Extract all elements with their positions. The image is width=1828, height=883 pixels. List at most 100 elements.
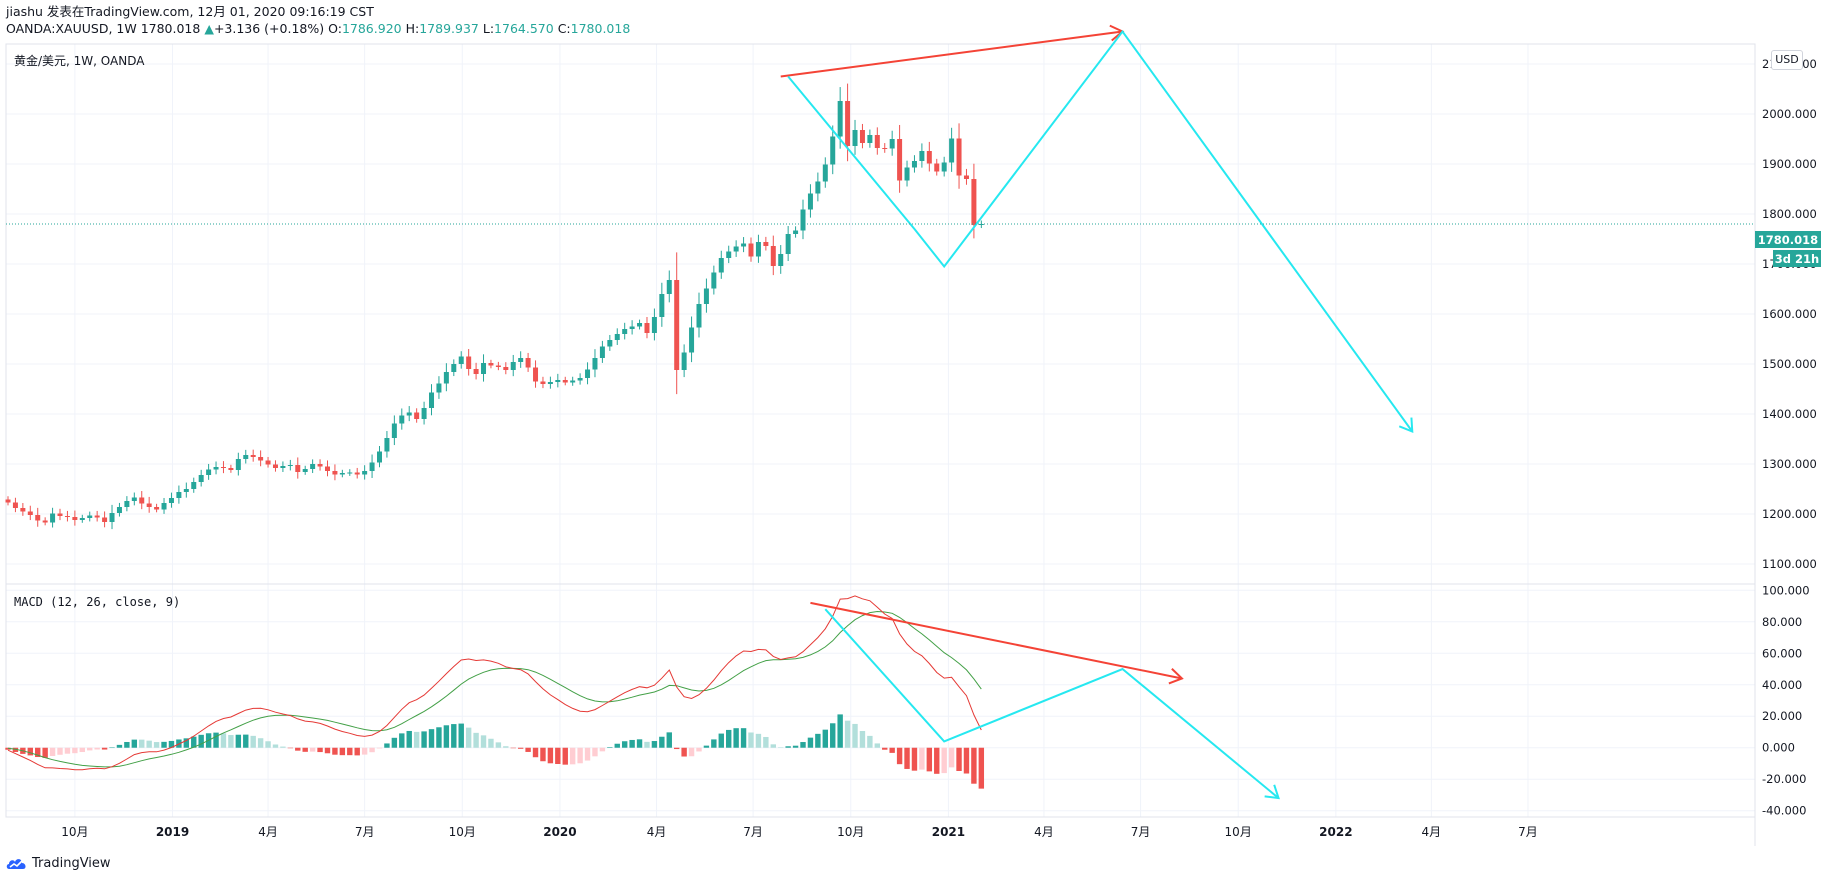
histogram-bar xyxy=(94,747,100,750)
candle-body xyxy=(540,381,546,384)
macd-tick-label: 20.000 xyxy=(1762,709,1802,723)
tradingview-logo[interactable]: TradingView xyxy=(6,855,111,871)
histogram-bar xyxy=(941,747,947,774)
candle-body xyxy=(681,352,687,370)
candle-body xyxy=(651,317,657,333)
price-axis[interactable]: 1100.000 1200.000 1300.000 1400.000 1500.000… xyxy=(1762,57,1817,571)
candle-body xyxy=(637,323,643,327)
candle-body xyxy=(265,460,271,465)
candle-body xyxy=(889,139,895,149)
open-label: O: xyxy=(328,21,342,36)
candle-body xyxy=(272,464,278,468)
histogram-bar xyxy=(347,747,353,756)
histogram-bar xyxy=(124,741,130,748)
candle-body xyxy=(64,516,70,517)
histogram-bar xyxy=(562,747,568,765)
price-tick-label: 1300.000 xyxy=(1762,457,1817,471)
candle-body xyxy=(897,139,903,181)
histogram-bar xyxy=(510,747,516,749)
candle-body xyxy=(785,234,791,254)
candle-body xyxy=(20,508,26,512)
candle-body xyxy=(911,161,917,168)
candle-body xyxy=(421,408,427,419)
histogram-bar xyxy=(495,742,502,748)
price-tick-label: 1900.000 xyxy=(1762,157,1817,171)
candle-body xyxy=(139,497,145,504)
currency-button[interactable]: USD xyxy=(1771,50,1803,70)
candle-body xyxy=(42,520,48,523)
candle-body xyxy=(525,358,531,368)
histogram-bar xyxy=(517,747,524,749)
macd-tick-label: 0.000 xyxy=(1762,741,1795,755)
candle-body xyxy=(882,148,888,149)
histogram-bar xyxy=(904,747,910,769)
candle-body xyxy=(168,498,174,503)
macd-line xyxy=(7,595,982,771)
candle-body xyxy=(703,288,709,304)
candle-body xyxy=(206,469,212,475)
histogram-bar xyxy=(79,747,85,753)
candle-body xyxy=(72,517,78,520)
macd-tick-label: 60.000 xyxy=(1762,646,1802,660)
time-tick-label: 4月 xyxy=(258,825,278,839)
histogram-bar xyxy=(696,747,702,752)
histogram-bar xyxy=(413,731,420,748)
candle-body xyxy=(837,101,843,137)
arrow-head xyxy=(1168,668,1184,685)
candle-body xyxy=(592,358,598,370)
histogram-bar xyxy=(956,747,962,771)
candle-body xyxy=(741,243,747,247)
histogram-bar xyxy=(599,747,606,752)
candle-body xyxy=(934,163,940,172)
time-tick-label: 10月 xyxy=(61,825,88,839)
open-value: 1786.920 xyxy=(341,21,402,36)
candle-body xyxy=(302,469,308,472)
candle-body xyxy=(518,358,524,362)
time-tick-label: 10月 xyxy=(837,825,864,839)
histogram-bar xyxy=(666,732,672,748)
candle-body xyxy=(384,438,390,452)
price-tick-label: 1400.000 xyxy=(1762,407,1817,421)
histogram-bar xyxy=(540,747,546,762)
histogram-bar xyxy=(72,747,78,754)
candle-body xyxy=(102,517,108,522)
candle-body xyxy=(503,367,509,370)
histogram-bar xyxy=(27,747,33,756)
candle-body xyxy=(555,380,561,382)
histogram-bar xyxy=(711,739,717,748)
time-tick-label: 10月 xyxy=(1225,825,1252,839)
histogram-bar xyxy=(116,744,123,748)
histogram-bar xyxy=(369,747,375,753)
price-tick-label: 1200.000 xyxy=(1762,507,1817,521)
histogram-bar xyxy=(763,736,769,748)
time-axis[interactable]: 10月 2019 4月 7月 10月 2020 4月 7月 10月 2021 4月 7月 10月 2022… xyxy=(61,825,1538,839)
ohlc-line: OANDA:XAUUSD, 1W 1780.018 ▲+3.136 (+0.18… xyxy=(6,21,630,38)
histogram-bar xyxy=(376,747,383,749)
candle-body xyxy=(778,254,784,266)
histogram-bar xyxy=(963,747,970,774)
candle-body xyxy=(770,246,776,266)
histogram-bar xyxy=(391,737,398,748)
drawings[interactable] xyxy=(780,24,1414,800)
candle-body xyxy=(12,502,18,508)
candle-body xyxy=(830,136,836,165)
histogram-bar xyxy=(339,747,346,756)
candle-body xyxy=(949,138,955,163)
histogram-bar xyxy=(213,732,219,748)
histogram-bar xyxy=(302,747,308,752)
histogram-bar xyxy=(555,747,561,764)
candle-body xyxy=(644,323,650,333)
macd-axis[interactable]: -40.000 -20.000 0.000 20.000 40.000 60.000 80.… xyxy=(1762,583,1810,817)
candle-body xyxy=(429,392,435,408)
macd-tick-label: -40.000 xyxy=(1762,804,1806,818)
candle-body xyxy=(547,382,553,384)
histogram-bar xyxy=(183,738,190,748)
histogram-bar xyxy=(778,747,784,748)
candle-body xyxy=(310,464,316,469)
time-tick-label: 7月 xyxy=(1131,825,1151,839)
histogram-bar xyxy=(867,735,873,748)
candle-body xyxy=(800,209,806,231)
histogram-bar xyxy=(257,738,264,748)
time-tick-label: 2019 xyxy=(156,825,189,839)
